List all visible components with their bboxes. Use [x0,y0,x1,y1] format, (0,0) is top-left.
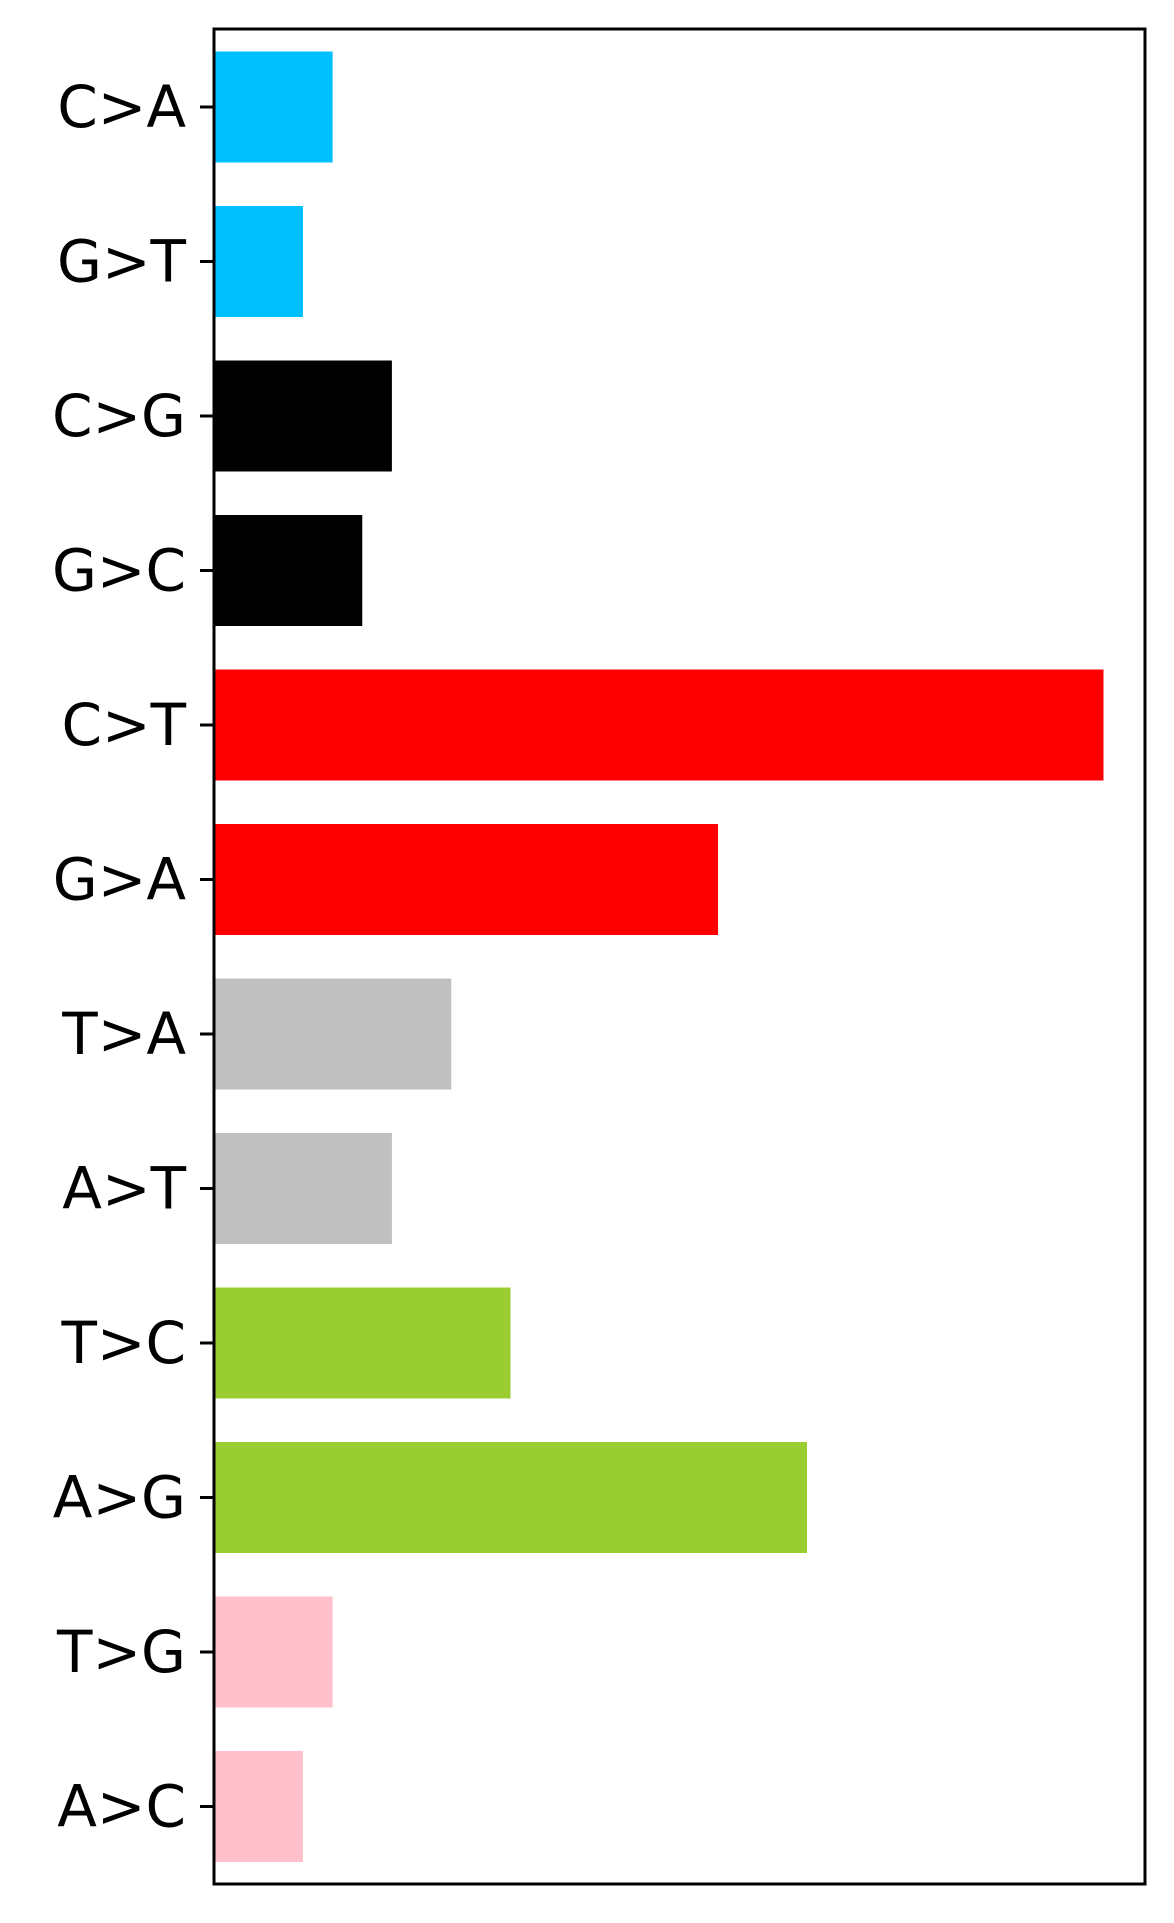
bar-C-to-T [214,669,1104,781]
y-tick-label: C>G [52,382,186,450]
y-tick-label: G>A [53,846,187,914]
y-tick-label: A>G [53,1464,186,1532]
bar-T-to-A [214,978,452,1090]
y-tick-label: C>T [61,691,186,759]
bar-G-to-A [214,824,719,935]
y-tick-label: C>A [57,73,186,141]
y-tick-label: A>C [57,1773,186,1841]
bar-A-to-C [214,1751,303,1862]
bar-G-to-T [214,206,303,317]
bar-C-to-G [214,360,392,472]
y-tick-label: T>C [60,1309,186,1377]
bar-G-to-C [214,515,363,626]
bar-A-to-G [214,1442,807,1553]
bar-T-to-C [214,1287,511,1399]
y-tick-label: T>G [56,1618,186,1686]
bar-T-to-G [214,1596,333,1708]
y-ticks-group: C>A G>T C>G G>C C>T G>A T>A A>T T>C A>G T>G A>C [52,73,214,1841]
plot-frame [212,27,1147,1886]
y-tick-label: T>A [61,1000,186,1068]
y-tick-label: G>T [57,228,187,296]
y-tick-label: A>T [62,1155,186,1223]
bars-group [214,51,1104,1862]
y-tick-label: G>C [52,537,186,605]
bar-C-to-A [214,51,333,163]
bar-A-to-T [214,1133,392,1244]
